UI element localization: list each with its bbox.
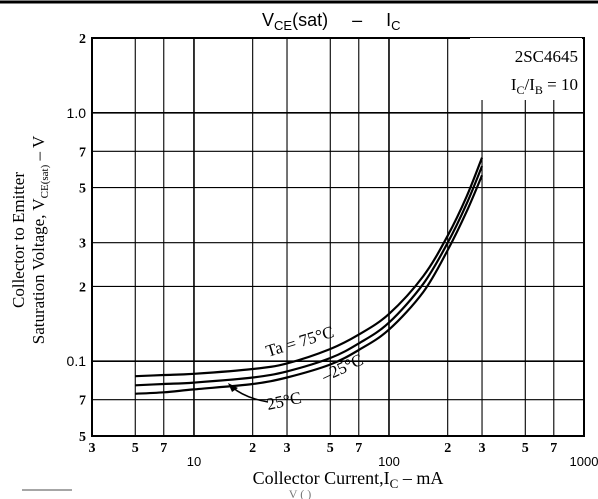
- plot-area: [91, 37, 585, 437]
- footer-text: V ( ): [289, 487, 311, 499]
- series-line-1: [135, 165, 484, 387]
- y-tick-label: 3: [79, 237, 86, 252]
- plot-frame: [91, 37, 585, 437]
- y-tick-label: 1.0: [67, 105, 87, 121]
- x-axis-label: Collector Current,IC – mA: [253, 468, 444, 491]
- series-line-2: [135, 174, 484, 395]
- y-tick-label: 5: [79, 430, 86, 445]
- x-tick-label: 7: [550, 441, 557, 456]
- x-tick-label: 3: [284, 441, 291, 456]
- y-tick-label: 2: [79, 280, 86, 295]
- y-axis-label-line1: Collector to Emitter: [9, 172, 28, 308]
- x-tick-label: 100: [378, 454, 400, 469]
- series-line-0: [135, 157, 484, 378]
- x-tick-label: 2: [444, 441, 451, 456]
- x-tick-label: 2: [249, 441, 256, 456]
- x-tick-label: 5: [132, 441, 139, 456]
- y-tick-label: 0.1: [67, 353, 87, 369]
- part-number: 2SC4645: [515, 47, 578, 66]
- x-tick-label: 1000: [570, 454, 598, 469]
- y-tick-label: 7: [79, 145, 86, 160]
- x-tick-label: 5: [327, 441, 334, 456]
- y-axis-label-line2: Saturation Voltage, VCE(sat) – V: [29, 135, 51, 344]
- test-condition: IC/IB = 10: [511, 75, 578, 97]
- x-tick-label: 3: [479, 441, 486, 456]
- series-layer: [135, 157, 484, 395]
- chart-title: VCE(sat) – IC: [262, 10, 401, 33]
- y-tick-label: 7: [79, 394, 86, 409]
- annotation-25c: 25°C: [265, 388, 303, 414]
- annotation-25c-arrowhead: [228, 383, 238, 392]
- x-tick-label: 5: [522, 441, 529, 456]
- x-tick-labels: 3 5 7 10 2 3 5 7 100 2 3 5 7 1000: [89, 441, 598, 469]
- x-tick-label: 3: [89, 441, 96, 456]
- annotation-ta-75c: Ta = 75°C: [264, 322, 336, 361]
- x-tick-label: 7: [160, 441, 167, 456]
- x-tick-label: 7: [355, 441, 362, 456]
- y-tick-labels: 5 7 0.1 2 3 5 7 1.0 2: [67, 32, 87, 445]
- y-tick-label: 5: [79, 182, 86, 197]
- y-tick-label: 2: [79, 32, 86, 47]
- x-tick-label: 10: [187, 454, 201, 469]
- condition-box: 2SC4645 IC/IB = 10: [470, 38, 582, 100]
